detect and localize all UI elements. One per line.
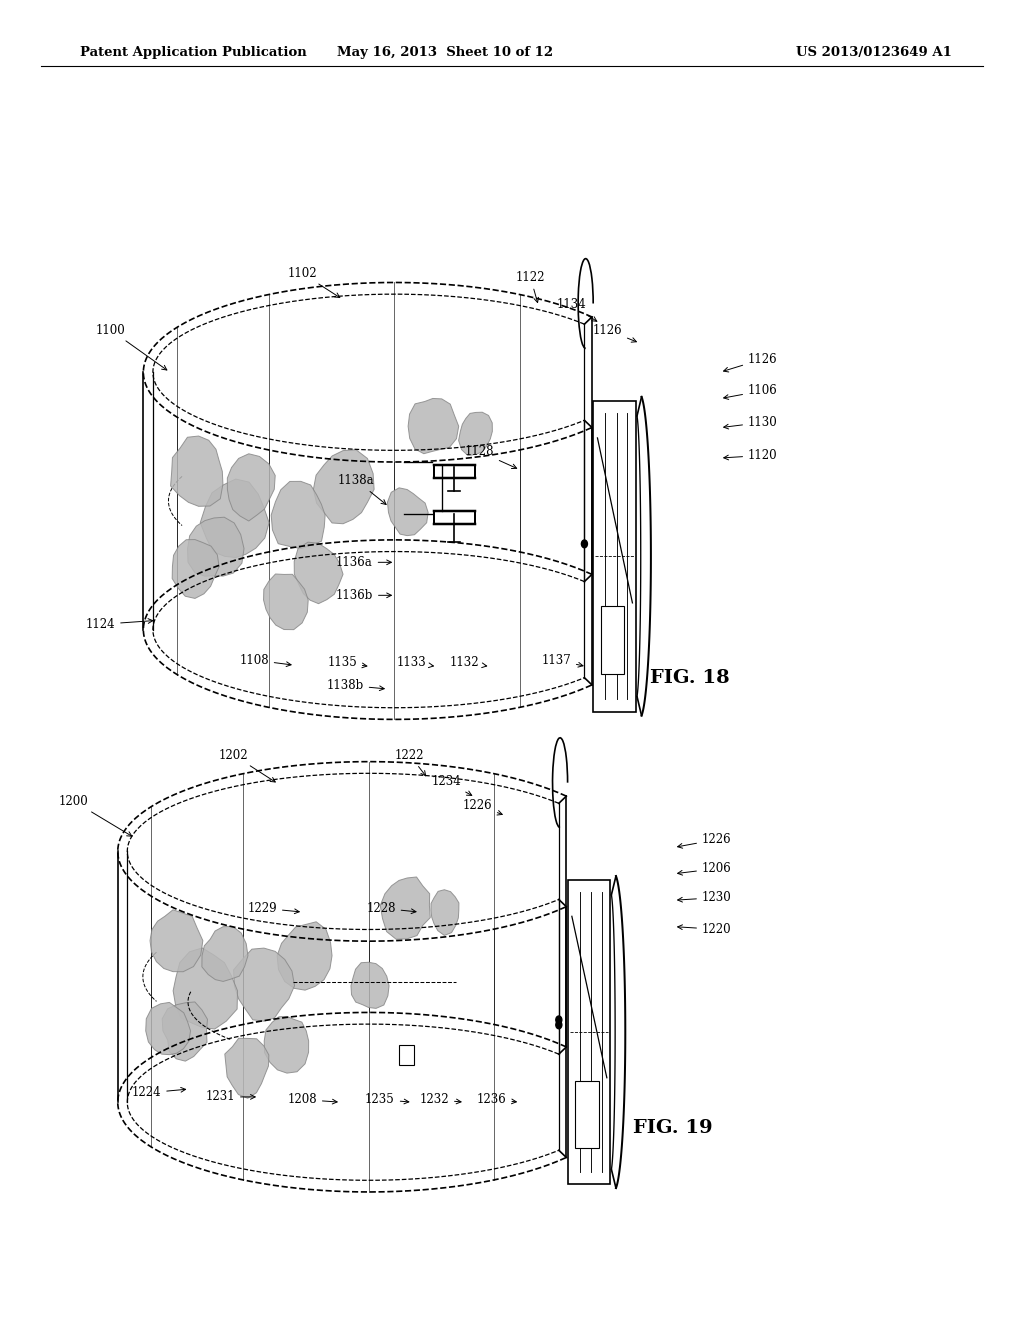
Polygon shape bbox=[294, 543, 343, 603]
Polygon shape bbox=[145, 1002, 190, 1055]
Polygon shape bbox=[271, 482, 326, 549]
Text: 1226: 1226 bbox=[463, 799, 502, 814]
Text: 1206: 1206 bbox=[678, 862, 732, 875]
Polygon shape bbox=[264, 1016, 308, 1073]
Text: 1134: 1134 bbox=[556, 298, 597, 321]
Text: 1130: 1130 bbox=[724, 416, 778, 429]
Text: 1228: 1228 bbox=[367, 902, 416, 915]
Bar bbox=[601, 606, 625, 675]
Circle shape bbox=[556, 1020, 562, 1028]
Text: 1200: 1200 bbox=[58, 795, 132, 836]
Text: 1122: 1122 bbox=[516, 271, 545, 302]
Circle shape bbox=[556, 1016, 562, 1024]
Text: 1136a: 1136a bbox=[336, 556, 391, 569]
Polygon shape bbox=[150, 909, 203, 972]
Text: 1208: 1208 bbox=[288, 1093, 337, 1106]
Text: FIG. 19: FIG. 19 bbox=[633, 1119, 713, 1138]
Text: 1222: 1222 bbox=[395, 748, 426, 776]
Text: 1236: 1236 bbox=[476, 1093, 516, 1106]
Text: FIG. 18: FIG. 18 bbox=[650, 669, 730, 688]
Polygon shape bbox=[172, 540, 219, 598]
Polygon shape bbox=[263, 574, 308, 630]
Text: 1135: 1135 bbox=[327, 656, 367, 669]
Text: 1138b: 1138b bbox=[327, 678, 384, 692]
Text: 1138a: 1138a bbox=[338, 474, 386, 504]
Text: May 16, 2013  Sheet 10 of 12: May 16, 2013 Sheet 10 of 12 bbox=[337, 46, 554, 59]
Text: 1137: 1137 bbox=[541, 653, 583, 667]
Text: 1106: 1106 bbox=[724, 384, 778, 400]
Polygon shape bbox=[313, 450, 374, 524]
Text: 1132: 1132 bbox=[451, 656, 486, 669]
Bar bbox=[567, 879, 610, 1184]
Polygon shape bbox=[459, 412, 493, 455]
Text: 1100: 1100 bbox=[95, 323, 167, 370]
Text: 1128: 1128 bbox=[465, 445, 517, 469]
Polygon shape bbox=[201, 479, 269, 557]
Bar bbox=[575, 1081, 599, 1148]
Text: 1230: 1230 bbox=[678, 891, 732, 904]
Text: 1120: 1120 bbox=[724, 449, 777, 462]
Polygon shape bbox=[162, 1002, 208, 1061]
Text: 1224: 1224 bbox=[132, 1086, 185, 1100]
Polygon shape bbox=[278, 921, 332, 990]
Bar bbox=[398, 1044, 414, 1064]
Polygon shape bbox=[173, 948, 238, 1030]
Text: 1229: 1229 bbox=[248, 902, 299, 915]
Text: 1235: 1235 bbox=[365, 1093, 409, 1106]
Text: 1234: 1234 bbox=[431, 775, 472, 796]
Polygon shape bbox=[227, 454, 275, 521]
Text: 1108: 1108 bbox=[240, 653, 291, 667]
Text: 1202: 1202 bbox=[219, 748, 275, 781]
Polygon shape bbox=[187, 517, 244, 577]
Bar bbox=[593, 400, 636, 711]
Polygon shape bbox=[225, 1039, 269, 1098]
Polygon shape bbox=[233, 948, 295, 1022]
Text: 1133: 1133 bbox=[396, 656, 433, 669]
Polygon shape bbox=[431, 890, 459, 936]
Text: Patent Application Publication: Patent Application Publication bbox=[80, 46, 306, 59]
Text: 1126: 1126 bbox=[593, 323, 637, 342]
Text: 1231: 1231 bbox=[206, 1090, 255, 1104]
Text: 1102: 1102 bbox=[288, 267, 340, 297]
Polygon shape bbox=[171, 436, 223, 507]
Text: 1124: 1124 bbox=[86, 618, 153, 631]
Text: 1136b: 1136b bbox=[336, 589, 391, 602]
Polygon shape bbox=[351, 962, 389, 1008]
Polygon shape bbox=[380, 876, 430, 940]
Polygon shape bbox=[387, 488, 428, 536]
Text: 1232: 1232 bbox=[420, 1093, 461, 1106]
Polygon shape bbox=[118, 762, 566, 1192]
Circle shape bbox=[582, 540, 588, 548]
Text: 1226: 1226 bbox=[678, 833, 731, 849]
Text: US 2013/0123649 A1: US 2013/0123649 A1 bbox=[797, 46, 952, 59]
Polygon shape bbox=[409, 399, 459, 454]
Polygon shape bbox=[143, 282, 592, 719]
Text: 1126: 1126 bbox=[724, 352, 777, 372]
Text: 1220: 1220 bbox=[678, 923, 731, 936]
Polygon shape bbox=[202, 927, 248, 981]
